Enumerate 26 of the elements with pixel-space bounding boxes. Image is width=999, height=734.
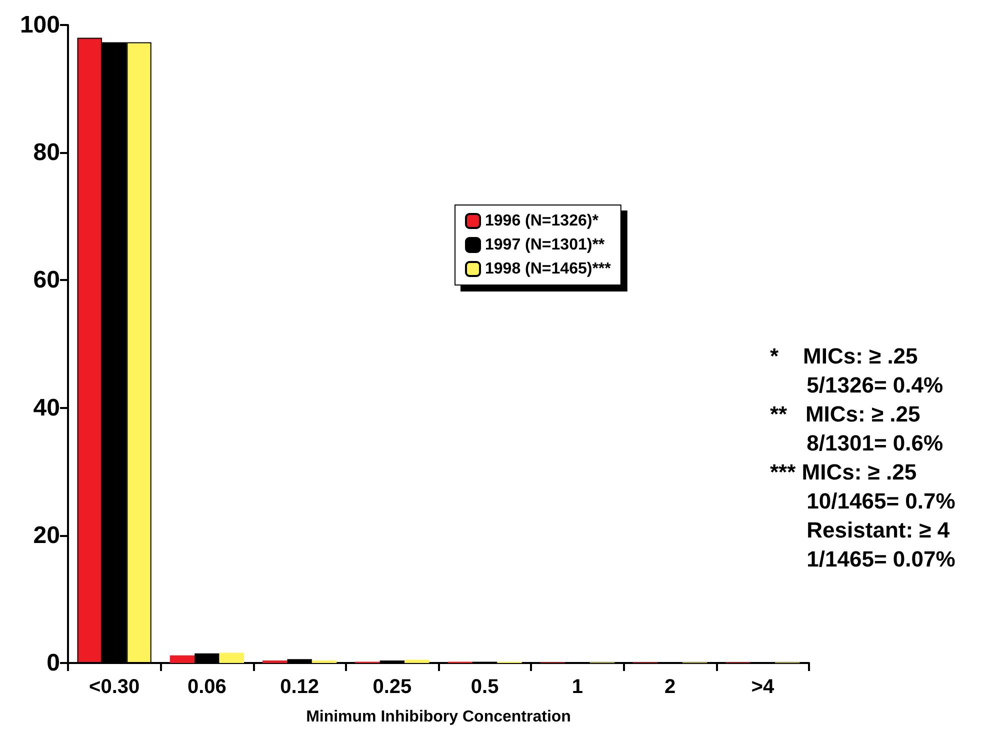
annotation: 10/1465= 0.7% [770,488,956,514]
legend-label: 1998 (N=1465)*** [485,260,612,278]
y-tick-label: 100 [20,12,60,38]
x-tick-label: 0.12 [280,676,320,698]
x-tick-label: <0.30 [89,676,140,698]
x-tick-label: 0.25 [372,676,412,698]
y-tick-label: 80 [33,139,60,166]
y-tick-label: 20 [33,522,60,549]
x-tick-label: 0.06 [187,676,226,698]
annotation: 8/1301= 0.6% [770,430,944,456]
y-tick-label: 60 [33,266,60,294]
y-tick-label: 0 [46,650,60,676]
annotation: 5/1326= 0.4% [770,372,944,398]
y-tick-label: 40 [33,394,60,422]
annotation: *** MICs: ≥ .25 [770,460,917,484]
annotation: * MICs: ≥ .25 [770,344,918,368]
x-tick-label: >4 [751,676,775,698]
annotation: Resistant: ≥ 4 [770,518,950,542]
legend-label: 1996 (N=1326)* [485,212,600,230]
legend-label: 1997 (N=1301)** [485,236,606,254]
x-axis-title: Minimum Inhibibory Concentration [306,708,571,726]
x-tick-label: 0.5 [470,676,499,698]
x-tick-label: 1 [572,676,583,698]
annotation: 1/1465= 0.07% [770,546,956,572]
annotation: ** MICs: ≥ .25 [770,402,920,426]
x-tick-label: 2 [664,676,676,698]
